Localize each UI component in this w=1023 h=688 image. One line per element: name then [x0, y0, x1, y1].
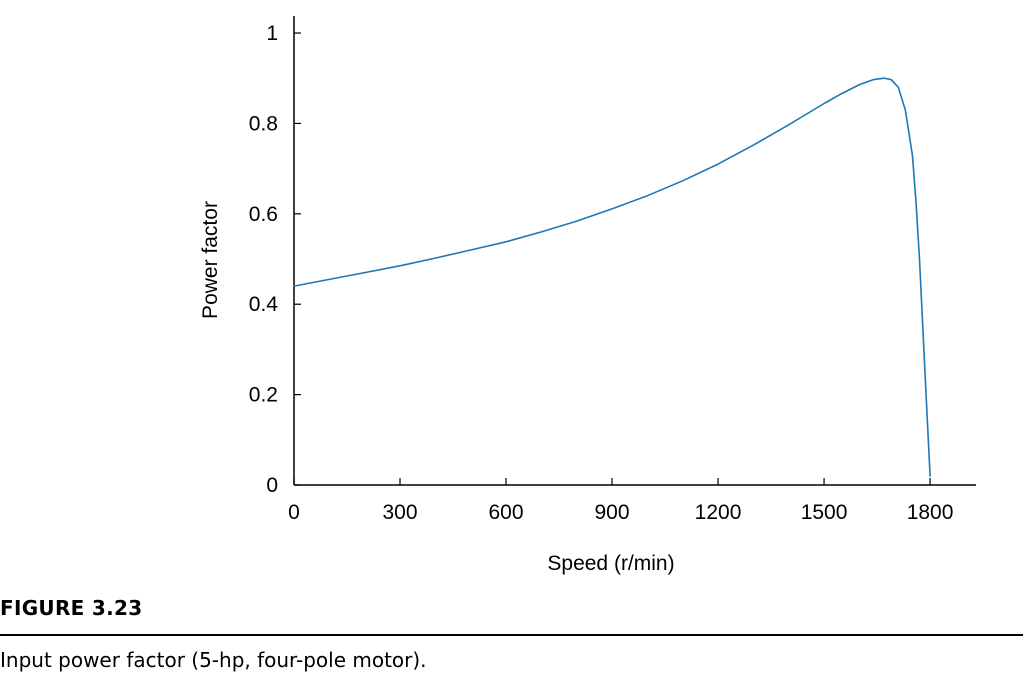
- y-tick-label: 0.2: [249, 384, 278, 407]
- x-tick-label: 1800: [907, 501, 954, 524]
- x-axis-title: Speed (r/min): [547, 552, 674, 575]
- chart-axes: [293, 16, 976, 486]
- y-tick-label: 1: [266, 22, 278, 45]
- power-factor-line: [293, 77, 931, 477]
- x-tick-label: 300: [382, 501, 417, 524]
- power-factor-chart: 0 300 600 900 1200 1500 1800 0 0.2 0.4 0.6 0.8 1 Sp…: [199, 16, 976, 575]
- x-tick-label: 1200: [695, 501, 742, 524]
- y-tick-label: 0.6: [249, 203, 278, 226]
- x-tick-label: 1500: [801, 501, 848, 524]
- figure-divider: [0, 634, 1023, 636]
- y-tick-label: 0.4: [249, 293, 279, 316]
- x-tick-label: 0: [288, 501, 300, 524]
- y-axis-ticks: 0 0.2 0.4 0.6 0.8 1: [249, 22, 301, 497]
- figure-caption: Input power factor (5-hp, four-pole moto…: [0, 648, 427, 672]
- figure-label: FIGURE 3.23: [0, 596, 143, 620]
- y-tick-label: 0.8: [249, 112, 278, 135]
- x-axis-ticks: 0 300 600 900 1200 1500 1800: [288, 478, 953, 524]
- chart-series: [293, 77, 931, 477]
- y-axis-title: Power factor: [199, 201, 222, 319]
- y-tick-label: 0: [266, 474, 278, 497]
- x-tick-label: 600: [488, 501, 523, 524]
- x-tick-label: 900: [595, 501, 630, 524]
